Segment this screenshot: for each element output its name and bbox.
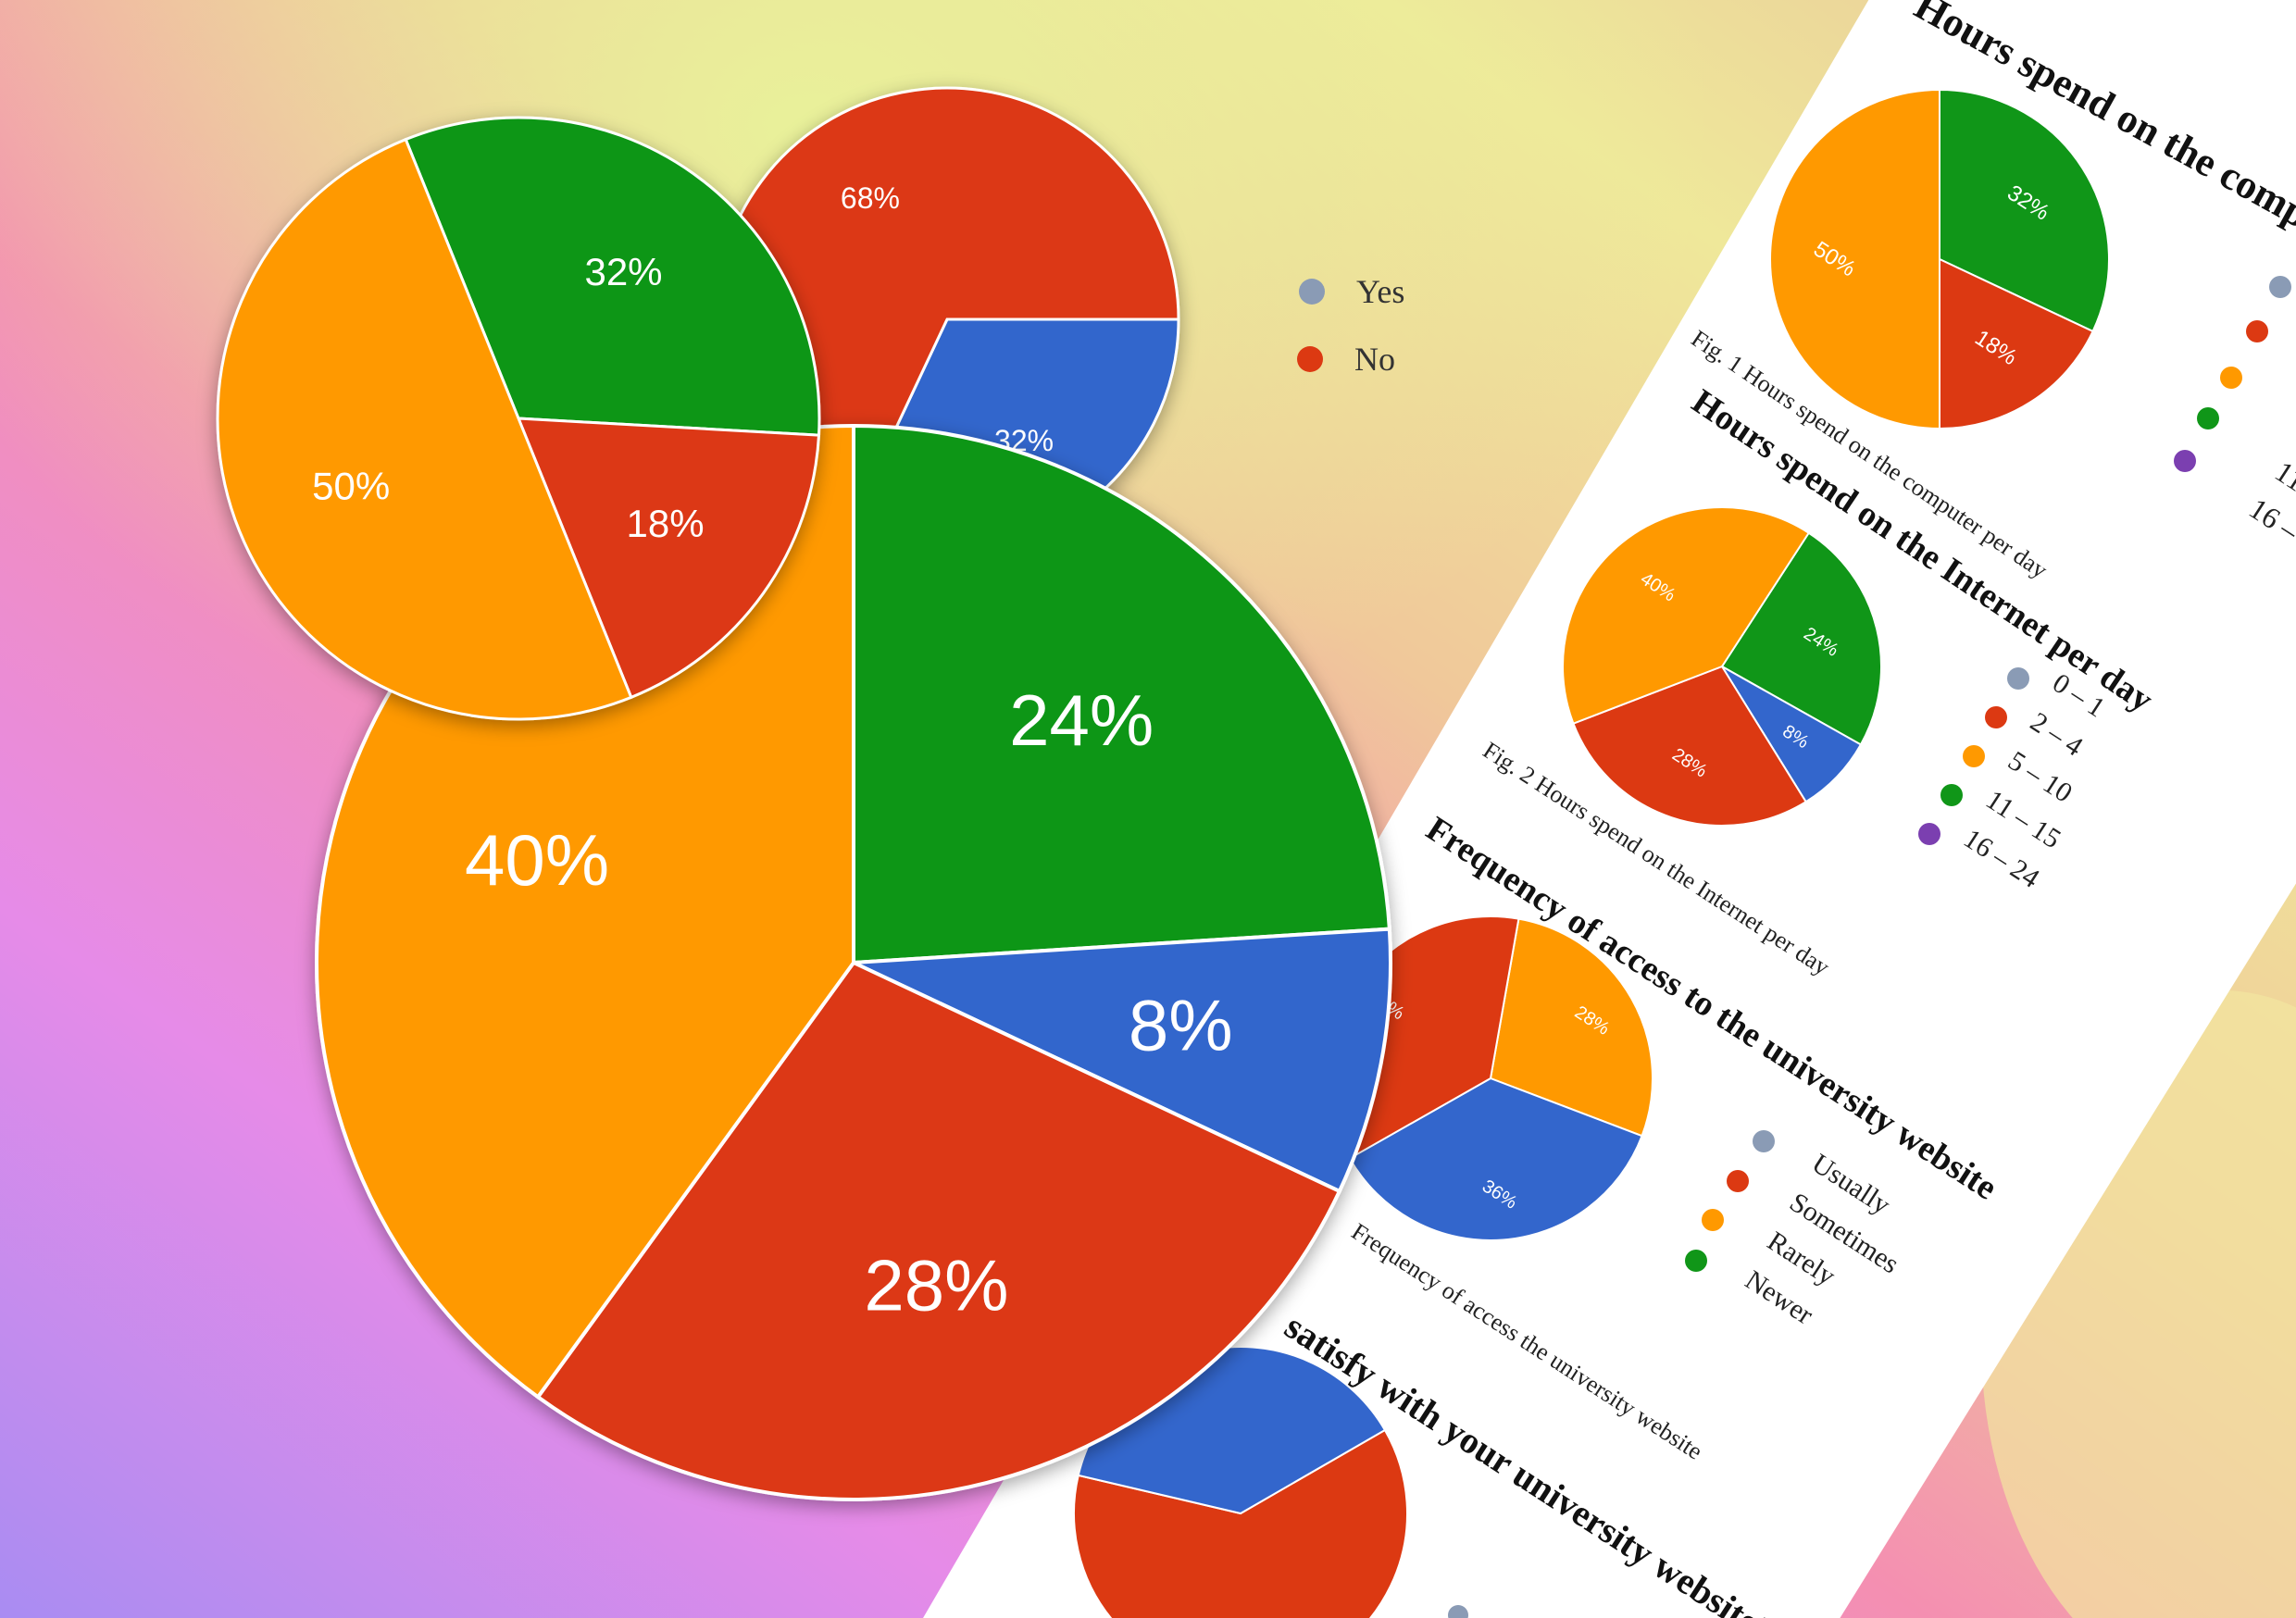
computer-2-4-slice xyxy=(516,417,821,700)
fig2-pie: 24%8%28%40% xyxy=(1562,506,1882,827)
fig2-legend-dot xyxy=(1918,823,1940,845)
internet-11-15-value-label: 24% xyxy=(1009,679,1154,761)
fig3-sometimes-slice xyxy=(1489,917,1653,1138)
fig4-legend-dot xyxy=(1448,1605,1468,1618)
fig1-5-10-slice xyxy=(1769,88,1940,430)
internet-2-4-slice xyxy=(535,960,1342,1501)
internet-hours-pie-large: 24% 8% 28% 40% xyxy=(315,423,1392,1501)
yes-no-legend-label: No xyxy=(1354,341,1395,378)
fig2-11-15-slice xyxy=(1720,531,1882,746)
fig2-legend-dot xyxy=(1940,784,1963,806)
fig4-a-slice xyxy=(1073,1428,1408,1618)
fig3-legend-dot xyxy=(1702,1209,1724,1231)
fig2-legend-dot xyxy=(1985,706,2007,728)
internet-2-4-value-label: 28% xyxy=(864,1244,1008,1326)
fig3-legend-dot xyxy=(1753,1130,1775,1152)
fig3-pie: 28%36%% xyxy=(1328,915,1653,1241)
fig1-legend-dot xyxy=(2197,407,2219,429)
yes-no-legend-dot xyxy=(1299,279,1325,305)
no-value-label: 68% xyxy=(841,181,900,215)
fig3-legend-dot xyxy=(1685,1250,1707,1272)
fig1-legend-dot xyxy=(2220,367,2242,389)
fig2-legend-dot xyxy=(2007,667,2029,690)
internet-5-10-value-label: 40% xyxy=(465,819,609,901)
yes-no-legend: Yes No xyxy=(1297,273,1404,378)
fig1-legend-dot xyxy=(2174,450,2196,472)
fig1-11-15-slice xyxy=(1939,88,2110,333)
fig2-5-10-slice xyxy=(1562,506,1811,725)
fig1-2-4-slice xyxy=(1939,257,2094,430)
fig3-legend-dot xyxy=(1727,1170,1749,1192)
fig1-legend-dot xyxy=(2246,320,2268,342)
computer-5-10-value-label: 50% xyxy=(312,465,390,508)
computer-5-10-slice xyxy=(216,137,633,721)
computer-2-4-value-label: 18% xyxy=(627,502,705,545)
computer-hours-pie-large: 32% 18% 50% xyxy=(216,116,821,721)
internet-0-1-slice xyxy=(853,927,1392,1194)
fig2-2-4-slice xyxy=(1572,665,1808,827)
fig2-legend-dot xyxy=(1963,745,1985,767)
fig1-legend-dot xyxy=(2269,276,2291,298)
yes-no-legend-dot xyxy=(1297,346,1323,372)
fig3-rarely-slice xyxy=(1348,1077,1643,1241)
computer-11-15-slice xyxy=(404,116,821,437)
internet-0-1-value-label: 8% xyxy=(1129,984,1233,1065)
computer-11-15-value-label: 32% xyxy=(584,250,662,293)
fig1-pie: 32%18%50% xyxy=(1769,88,2110,430)
internet-11-15-slice xyxy=(852,423,1391,965)
yes-no-legend-label: Yes xyxy=(1356,273,1404,310)
